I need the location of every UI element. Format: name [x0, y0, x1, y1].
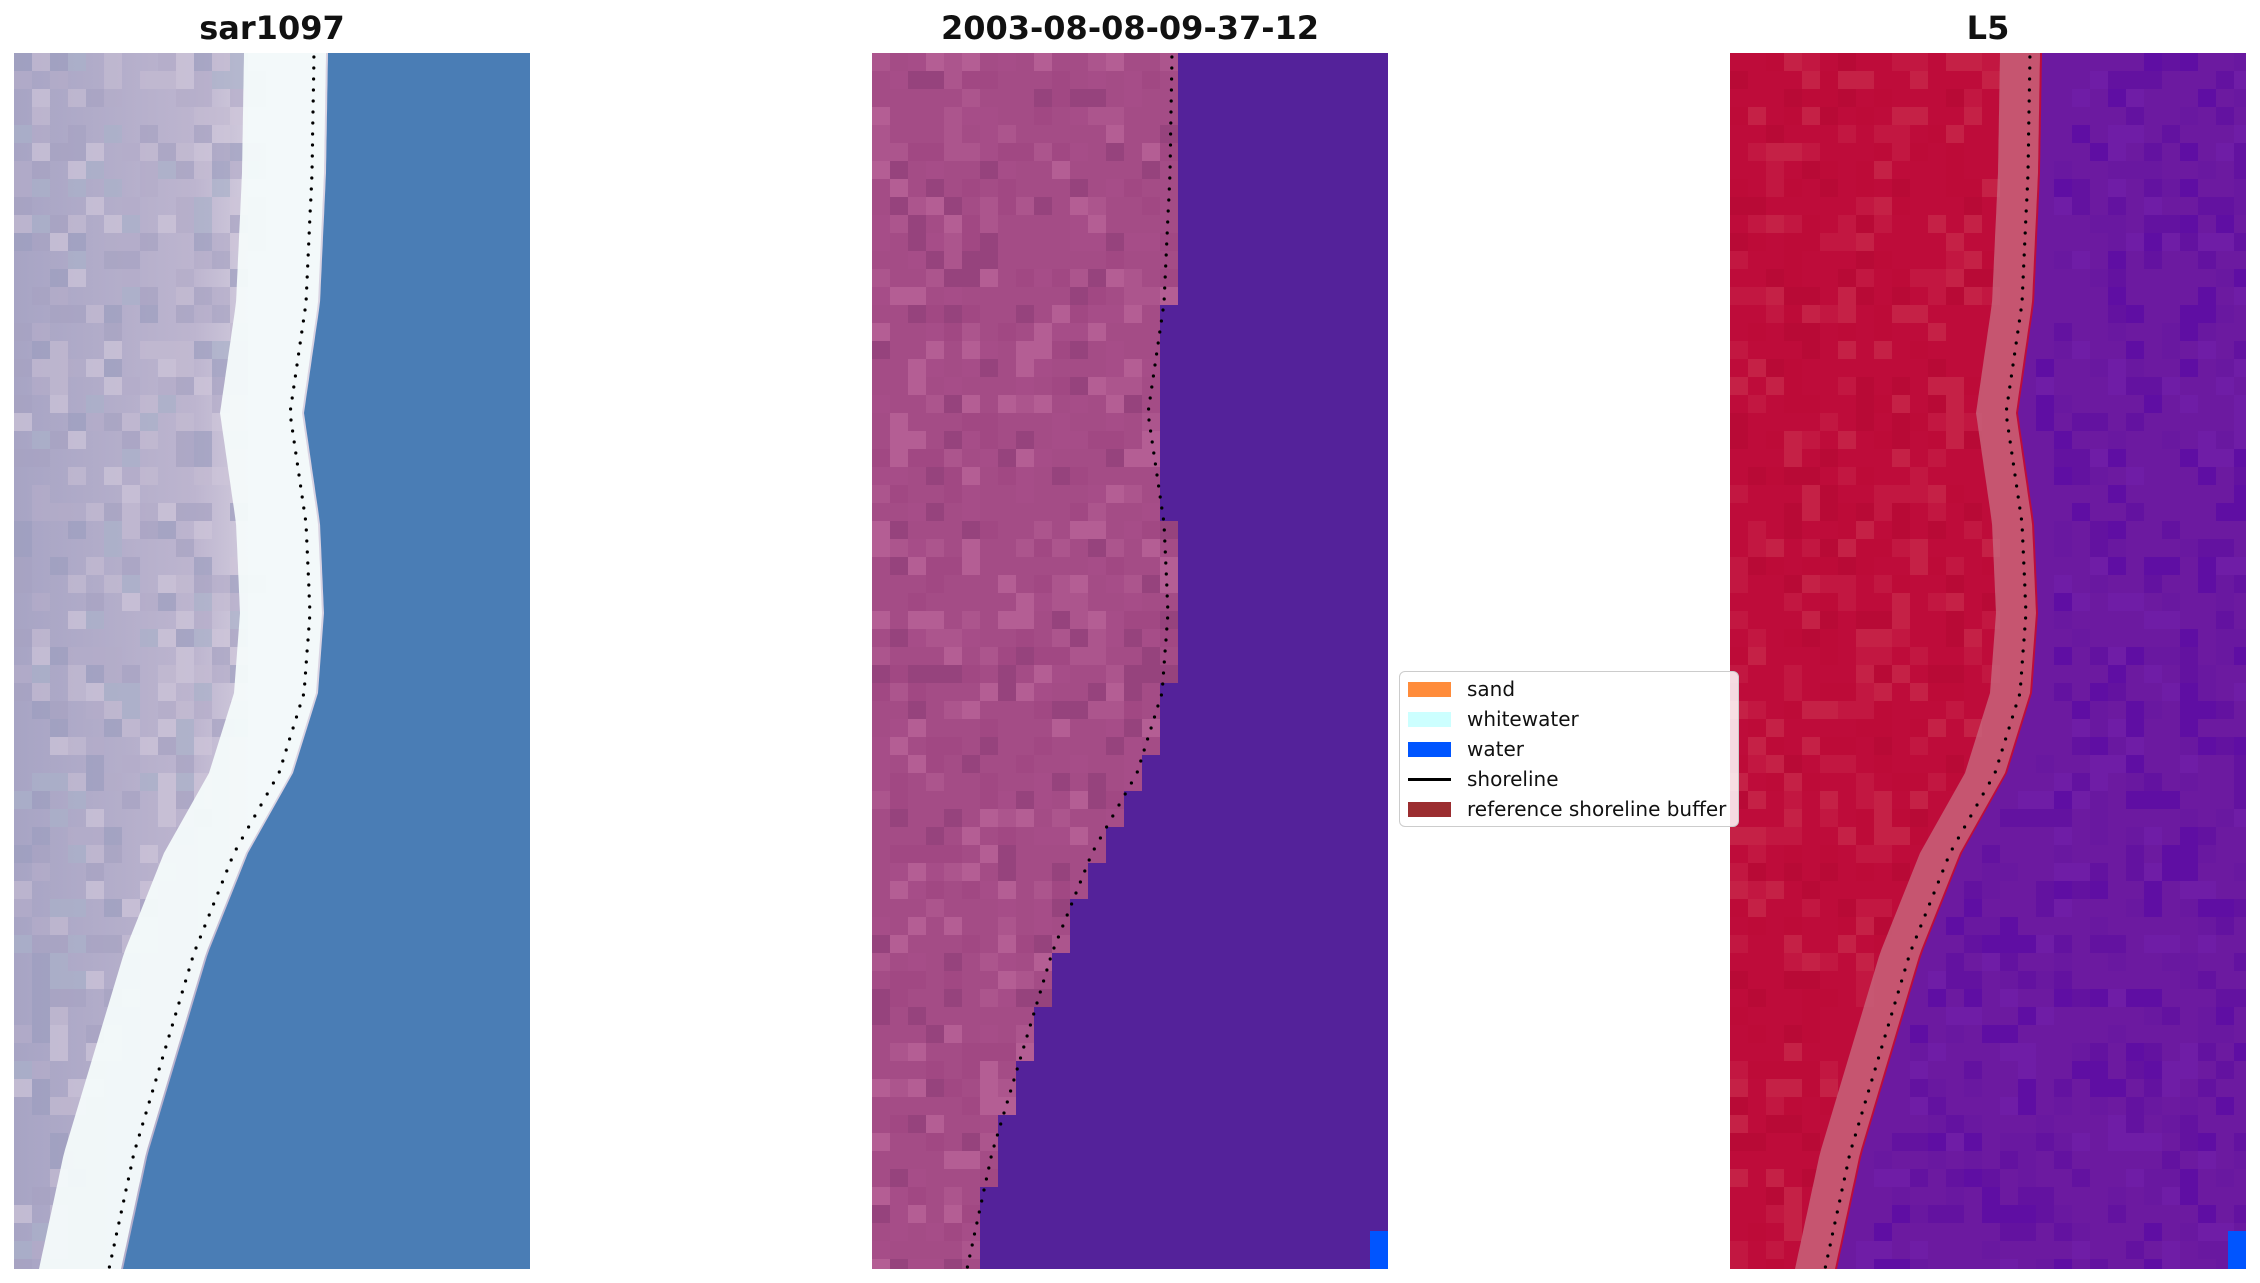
reference-buffer-swatch: [1408, 801, 1451, 817]
water-swatch: [1408, 741, 1451, 757]
ndwi-panel: [1730, 53, 2246, 1269]
right-panel-title: L5: [1966, 9, 2010, 47]
rgb-image-panel: [14, 53, 530, 1269]
sand-swatch: [1408, 681, 1451, 697]
middle-panel-title: 2003-08-08-09-37-12: [940, 9, 1320, 47]
shoreline-line-swatch: [1408, 777, 1451, 781]
legend-label: whitewater: [1467, 707, 1579, 731]
whitewater-swatch: [1408, 711, 1451, 727]
legend-label: sand: [1467, 677, 1516, 701]
legend-label: reference shoreline buffer: [1467, 797, 1727, 821]
legend-label: water: [1467, 737, 1524, 761]
legend-label: shoreline: [1467, 767, 1559, 791]
legend-item-reference-buffer: reference shoreline buffer: [1408, 795, 1726, 823]
classification-panel: [872, 53, 1388, 1269]
legend: sand whitewater water shoreline referenc…: [1399, 671, 1739, 827]
legend-item-shoreline: shoreline: [1408, 765, 1559, 793]
legend-item-sand: sand: [1408, 675, 1515, 703]
legend-item-whitewater: whitewater: [1408, 705, 1579, 733]
legend-item-water: water: [1408, 735, 1524, 763]
left-panel-title: sar1097: [199, 9, 345, 47]
